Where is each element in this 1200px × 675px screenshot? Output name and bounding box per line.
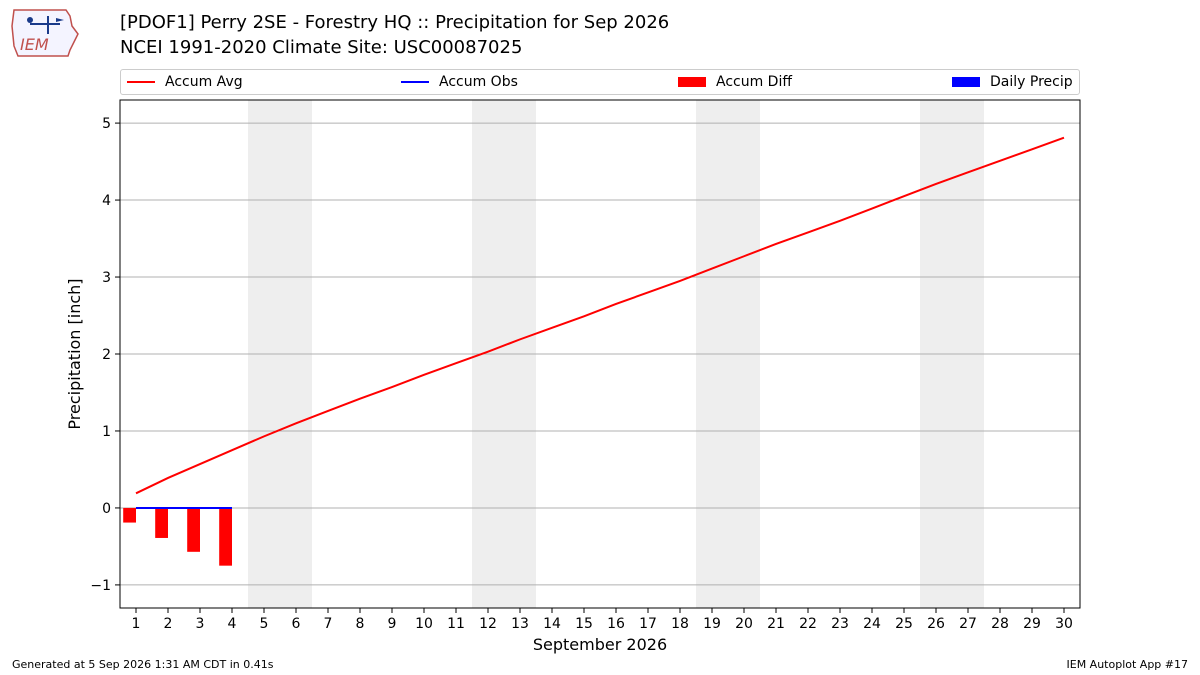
x-tick-label: 1 (132, 616, 141, 632)
y-tick-label: 1 (102, 424, 111, 440)
x-tick-label: 22 (799, 616, 817, 632)
x-tick-label: 2 (164, 616, 173, 632)
bar-accum-diff (155, 507, 168, 538)
x-tick-label: 28 (991, 616, 1009, 632)
x-tick-label: 27 (959, 616, 977, 632)
y-tick-label: 0 (102, 501, 111, 517)
x-tick-label: 4 (228, 616, 237, 632)
x-tick-label: 7 (324, 616, 333, 632)
y-tick-label: −1 (90, 578, 111, 594)
line-accum-avg (135, 136, 1065, 495)
y-tick-label: 3 (102, 270, 111, 286)
x-tick-label: 9 (388, 616, 397, 632)
legend-label: Accum Avg (165, 74, 243, 90)
y-tick-label: 2 (102, 347, 111, 363)
x-tick-label: 25 (895, 616, 913, 632)
x-tick-label: 23 (831, 616, 849, 632)
legend-item-accum-diff: Accum Diff (678, 70, 792, 94)
legend-swatch (952, 77, 980, 87)
legend-swatch (678, 77, 706, 87)
legend-label: Daily Precip (990, 74, 1073, 90)
chart-title: [PDOF1] Perry 2SE - Forestry HQ :: Preci… (120, 12, 670, 33)
legend-item-daily-precip: Daily Precip (952, 70, 1073, 94)
x-tick-label: 10 (415, 616, 433, 632)
x-tick-label: 6 (292, 616, 301, 632)
chart-subtitle: NCEI 1991-2020 Climate Site: USC00087025 (120, 37, 523, 58)
legend-item-accum-avg: Accum Avg (127, 70, 243, 94)
x-tick-label: 29 (1023, 616, 1041, 632)
y-tick-label: 4 (102, 193, 111, 209)
chart-legend: Accum Avg Accum Obs Accum Diff Daily Pre… (120, 69, 1080, 95)
x-tick-label: 21 (767, 616, 785, 632)
app-credit: IEM Autoplot App #17 (1066, 658, 1189, 671)
legend-item-accum-obs: Accum Obs (401, 70, 518, 94)
x-tick-label: 11 (447, 616, 465, 632)
y-tick-label: 5 (102, 116, 111, 132)
bar-accum-diff (219, 507, 232, 566)
bar-accum-diff (187, 507, 200, 552)
x-tick-label: 30 (1055, 616, 1073, 632)
x-tick-label: 5 (260, 616, 269, 632)
legend-label: Accum Diff (716, 74, 793, 90)
x-tick-label: 3 (196, 616, 205, 632)
x-tick-label: 17 (639, 616, 657, 632)
x-tick-label: 26 (927, 616, 945, 632)
iem-logo: IEM (8, 6, 80, 60)
x-tick-label: 24 (863, 616, 881, 632)
legend-swatch (127, 81, 155, 83)
logo-text: IEM (20, 35, 49, 54)
legend-label: Accum Obs (439, 74, 518, 90)
x-tick-label: 8 (356, 616, 365, 632)
x-tick-label: 15 (575, 616, 593, 632)
x-axis-label: September 2026 (533, 635, 667, 654)
x-tick-label: 13 (511, 616, 529, 632)
x-tick-label: 16 (607, 616, 625, 632)
x-tick-label: 19 (703, 616, 721, 632)
bar-accum-diff (123, 507, 136, 523)
generated-timestamp: Generated at 5 Sep 2026 1:31 AM CDT in 0… (12, 658, 274, 671)
x-tick-label: 14 (543, 616, 561, 632)
x-tick-label: 20 (735, 616, 753, 632)
x-tick-label: 18 (671, 616, 689, 632)
legend-swatch (401, 81, 429, 83)
x-tick-label: 12 (479, 616, 497, 632)
y-axis-label: Precipitation [inch] (65, 278, 84, 429)
